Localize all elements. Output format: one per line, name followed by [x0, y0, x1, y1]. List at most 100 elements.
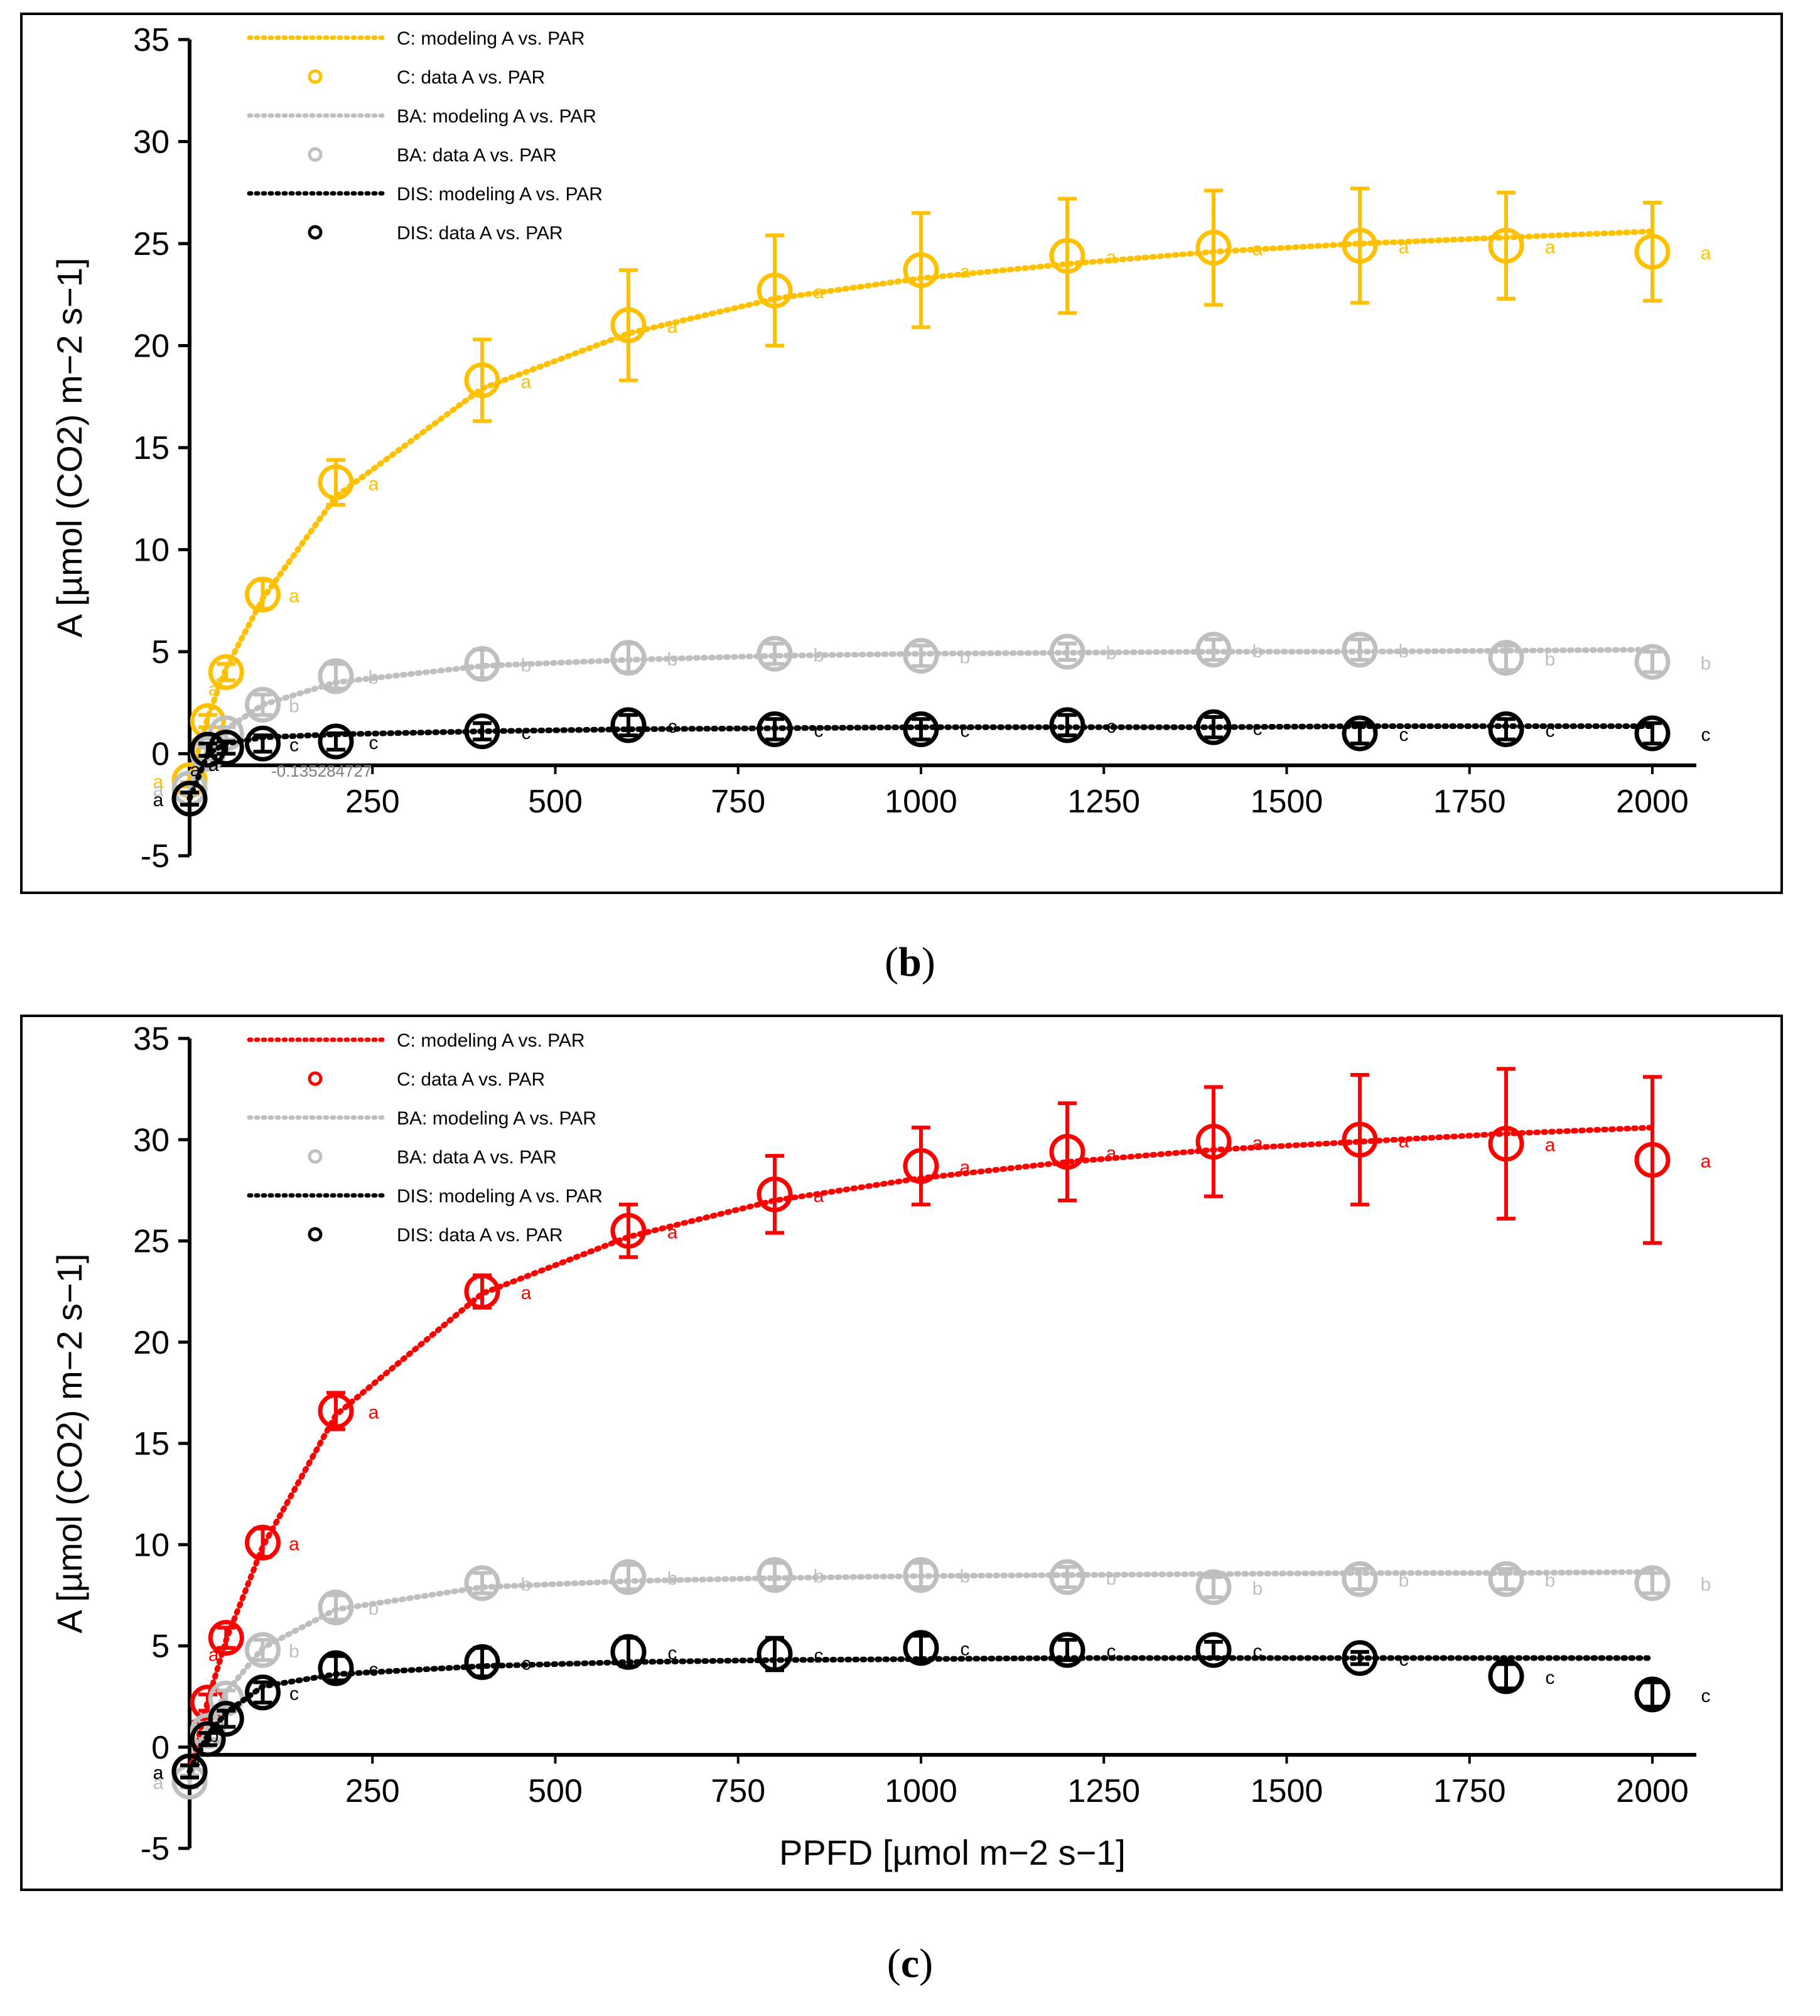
- chart-c-dis-data-point: [1488, 1658, 1524, 1695]
- chart-c-y-tick-label: 5: [151, 1629, 170, 1665]
- chart-c-ba-significance-letter: b: [1106, 1568, 1117, 1589]
- chart-c-dis-legend-model-label: DIS: modeling A vs. PAR: [397, 1186, 603, 1207]
- chart-b-dis-legend-data-label: DIS: data A vs. PAR: [397, 223, 563, 244]
- chart-c-c-significance-letter: a: [369, 1402, 379, 1423]
- chart-c-ba-significance-letter: b: [814, 1566, 824, 1587]
- caption-b: (b): [885, 939, 935, 985]
- chart-b-ba-legend-model-label: BA: modeling A vs. PAR: [397, 106, 596, 127]
- chart-b-ba-legend-data-label: BA: data A vs. PAR: [397, 145, 557, 166]
- chart-c-c-legend-model-label: C: modeling A vs. PAR: [397, 1030, 585, 1051]
- chart-c-x-tick-label: 750: [711, 1773, 765, 1809]
- chart-b-ba-data-point: [245, 687, 281, 723]
- chart-b-c-significance-letter: a: [1399, 237, 1409, 257]
- chart-b-c-significance-letter: a: [289, 586, 299, 606]
- chart-b-x-tick-label: 750: [711, 784, 765, 820]
- chart-c-c-significance-letter: a: [1701, 1151, 1711, 1172]
- chart-b-y-tick-label: 20: [133, 328, 170, 365]
- chart-b-ba-data-point: [1488, 640, 1524, 676]
- chart-c-dis-model-line: [186, 1655, 1656, 1774]
- chart-c-ba-significance-letter: b: [1701, 1575, 1711, 1595]
- chart-b-ba-significance-letter: b: [369, 667, 379, 688]
- chart-b-c-legend-data-label: C: data A vs. PAR: [397, 67, 545, 88]
- chart-c-x-tick-label: 1250: [1067, 1773, 1140, 1809]
- chart-b-x-tick-label: 2000: [1616, 784, 1689, 820]
- chart-b-ba-significance-letter: a: [153, 780, 164, 800]
- chart-c-dis-data-point: [245, 1674, 281, 1711]
- chart-b-ba-significance-letter: b: [289, 696, 299, 717]
- chart-c-dis-significance-letter: c: [814, 1645, 824, 1666]
- chart-b-ba-significance-letter: b: [1399, 641, 1409, 662]
- chart-c-frame: [20, 1015, 1783, 1891]
- chart-b-ba-significance-letter: b: [1106, 643, 1117, 664]
- chart-b-y-axis-title: A [µmol (CO2) m−2 s−1]: [50, 258, 89, 638]
- chart-c-y-tick-label: -5: [141, 1831, 170, 1867]
- chart-c-dis-data-point: [208, 1701, 244, 1737]
- chart-b-dis-significance-letter: c: [814, 721, 824, 741]
- chart-c-dis-data-point: [318, 1650, 354, 1686]
- chart-c-dis-significance-letter: c: [1107, 1641, 1116, 1662]
- chart-b-dis-significance-letter: c: [1546, 721, 1555, 741]
- chart-b-dis-data-point: [1195, 709, 1232, 745]
- chart-b-ba-model-line: [186, 647, 1656, 789]
- chart-b-dis-significance-letter: c: [522, 723, 531, 743]
- chart-c-c-significance-letter: a: [1545, 1135, 1556, 1156]
- chart-b-ba-significance-letter: b: [1252, 641, 1263, 662]
- chart-c-x-tick-label: 2000: [1616, 1773, 1689, 1809]
- chart-b-dis-significance-letter: a: [153, 790, 164, 811]
- chart-c-dis-data-point: [757, 1636, 793, 1672]
- chart-c-c-significance-letter: a: [814, 1185, 824, 1206]
- chart-c-x-tick-label: 1000: [885, 1773, 957, 1809]
- chart-panel-c: -5 0 5 10 15 20 25 30 35 250 500 750 1000 1250 1500 175…: [20, 1015, 1783, 1907]
- chart-c-dis-data-point: [610, 1634, 647, 1670]
- chart-c-dis-data-point: [903, 1630, 939, 1666]
- chart-c-c-data-point: [610, 1212, 647, 1249]
- chart-b-dis-data-point: [610, 707, 647, 743]
- chart-b-c-significance-letter: a: [208, 679, 219, 700]
- chart-b-ba-legend-data-swatch: [308, 147, 323, 162]
- chart-c-x-tick-label: 1500: [1251, 1773, 1323, 1809]
- chart-c-c-legend-data-label: C: data A vs. PAR: [397, 1069, 545, 1090]
- chart-b-c-data-point: [1342, 227, 1378, 264]
- chart-b-c-significance-letter: a: [1106, 247, 1117, 268]
- chart-b-x-tick-label: 500: [528, 784, 583, 820]
- chart-c-dis-significance-letter: a: [190, 1749, 201, 1770]
- chart-c-ba-significance-letter: b: [521, 1575, 532, 1595]
- chart-c-ba-significance-letter: b: [289, 1641, 299, 1662]
- chart-b-c-data-point: [464, 362, 500, 399]
- chart-b-ba-data-point: [1195, 632, 1232, 668]
- chart-c-dis-significance-letter: c: [1399, 1649, 1409, 1670]
- chart-b-dis-significance-letter: c: [369, 733, 379, 753]
- chart-b-svg: -5 0 5 10 15 20 25 30 35 250 500 750 1000 1250 1500 175…: [20, 13, 1783, 894]
- chart-b-dis-significance-letter: c: [289, 735, 299, 755]
- chart-c-y-tick-label: 0: [151, 1730, 170, 1766]
- chart-b-c-legend-model-label: C: modeling A vs. PAR: [397, 28, 585, 49]
- chart-c-ba-significance-letter: a: [153, 1773, 164, 1794]
- chart-c-ba-significance-letter: b: [1252, 1578, 1263, 1599]
- chart-c-ba-model-line: [186, 1569, 1656, 1782]
- chart-b-x-tick-label: 250: [345, 784, 400, 820]
- chart-c-c-model-line: [186, 1124, 1656, 1774]
- chart-b-ba-data-point: [903, 638, 939, 674]
- chart-b-ba-significance-letter: b: [1545, 649, 1556, 670]
- chart-b-x-tick-label: 1500: [1251, 784, 1323, 820]
- chart-b-dis-legend-data-swatch: [308, 225, 323, 240]
- chart-b-ba-data-point: [464, 646, 500, 682]
- chart-b-dis-significance-letter: c: [961, 721, 970, 741]
- chart-b-y-tick-label: 10: [133, 532, 170, 569]
- chart-b-ba-data-point: [1634, 644, 1671, 680]
- chart-b-dis-data-point: [190, 731, 226, 768]
- chart-c-dis-significance-letter: b: [208, 1726, 219, 1747]
- chart-c-ba-significance-letter: b: [667, 1568, 678, 1589]
- chart-c-c-data-point: [1049, 1134, 1085, 1170]
- chart-b-y-tick-label: 30: [133, 124, 170, 161]
- chart-b-ba-significance-letter: b: [521, 655, 532, 676]
- chart-b-dis-data-point: [903, 711, 939, 747]
- chart-c-svg: -5 0 5 10 15 20 25 30 35 250 500 750 1000 1250 1500 175…: [20, 1015, 1783, 1891]
- chart-c-c-significance-letter: a: [521, 1283, 532, 1303]
- chart-b-dis-data-point: [1342, 715, 1378, 752]
- chart-c-dis-significance-letter: c: [668, 1643, 677, 1664]
- chart-c-dis-legend-data-swatch: [308, 1227, 323, 1242]
- chart-b-ba-data-point: [318, 658, 354, 694]
- chart-c-c-data-point: [318, 1393, 354, 1429]
- chart-b-ba-data-point: [610, 640, 647, 676]
